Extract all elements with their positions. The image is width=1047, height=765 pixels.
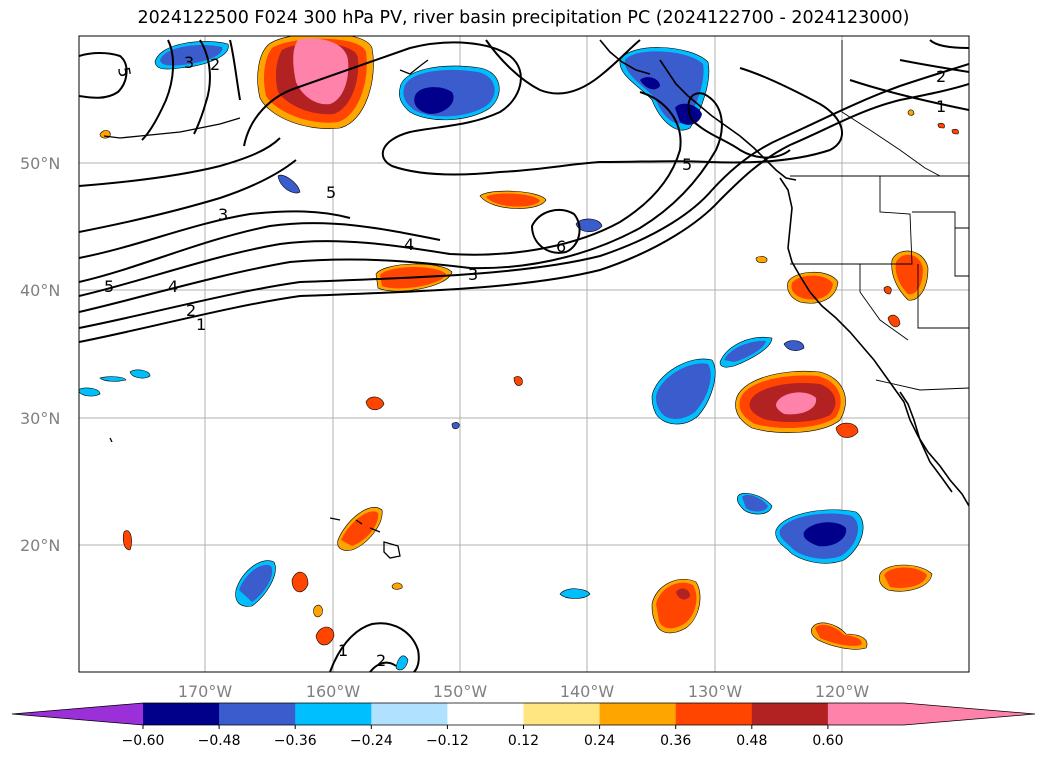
lon-label: 160°W [306,682,361,701]
colorbar-tick-label: −0.24 [350,733,393,749]
precip-anomaly-fills [79,36,959,671]
colorbar-segment [599,703,677,725]
negative-anomaly-north-pacific [399,65,500,121]
colorbar-segment [219,703,296,725]
colorbar-segment [751,703,829,725]
contour-label: 6 [556,237,566,256]
contour-label: 2 [186,301,196,320]
colorbar-extend-high [904,703,1035,725]
colorbar-segment [523,703,601,725]
lon-label: 170°W [178,682,233,701]
political-borders [790,40,969,391]
contour-label: 1 [196,315,206,334]
colorbar-tick-label: −0.48 [198,733,241,749]
latitude-labels: 50°N 40°N 30°N 20°N [20,154,60,555]
contour-label: 3 [468,265,478,284]
colorbar-tick-label: 0.36 [660,733,691,749]
colorbar-segment [143,703,220,725]
colorbar-tick-label: −0.12 [426,733,469,749]
contour-label: 1 [338,641,348,660]
contour-label: 3 [218,205,228,224]
lon-label: 120°W [815,682,870,701]
colorbar-extend-low [12,703,143,725]
map-area [79,36,969,672]
contour-label: 4 [168,277,178,296]
lat-label: 50°N [20,154,60,173]
colorbar-segment [295,703,372,725]
lat-label: 20°N [20,536,60,555]
pv-contours [79,39,969,672]
contour-label: 1 [936,97,946,116]
colorbar-tick-label: 0.12 [508,733,539,749]
colorbar-tick-label: 0.48 [736,733,767,749]
longitude-labels: 170°W 160°W 150°W 140°W 130°W 120°W [178,682,870,701]
contour-label: 2 [376,651,386,670]
positive-anomaly-alaska [257,36,374,129]
coastlines [599,39,969,507]
negative-anomaly-small [575,218,603,233]
colorbar-tick-label: −0.36 [274,733,317,749]
colorbar-tick-label: 0.24 [584,733,615,749]
colorbar-segment [371,703,448,725]
colorbar-tick-label: 0.60 [812,733,843,749]
contour-label: 5 [326,183,336,202]
contour-label: 2 [210,55,220,74]
contour-label: 2 [936,67,946,86]
lon-label: 150°W [433,682,488,701]
colorbar-segment [447,703,524,725]
map-frame [78,35,970,673]
contour-label: 4 [404,235,414,254]
lat-label: 30°N [20,409,60,428]
contour-label: 3 [184,53,194,72]
islands [103,59,429,559]
contour-label: 5 [114,65,134,78]
colorbar: −0.60 −0.48 −0.36 −0.24 −0.12 0.12 0.24 0.36 0.4… [11,702,1036,749]
lon-label: 130°W [688,682,743,701]
negative-anomaly-small [277,174,301,194]
colorbar-segment [675,703,753,725]
contour-label: 5 [682,155,692,174]
colorbar-segment [827,703,905,725]
map-title: 2024122500 F024 300 hPa PV, river basin … [137,8,910,28]
lat-label: 40°N [20,281,60,300]
contour-labels: 5 3 2 3 5 4 3 6 5 4 2 1 5 2 1 1 2 [104,53,946,670]
lon-label: 140°W [560,682,615,701]
contour-label: 5 [104,277,114,296]
colorbar-tick-label: −0.60 [122,733,165,749]
